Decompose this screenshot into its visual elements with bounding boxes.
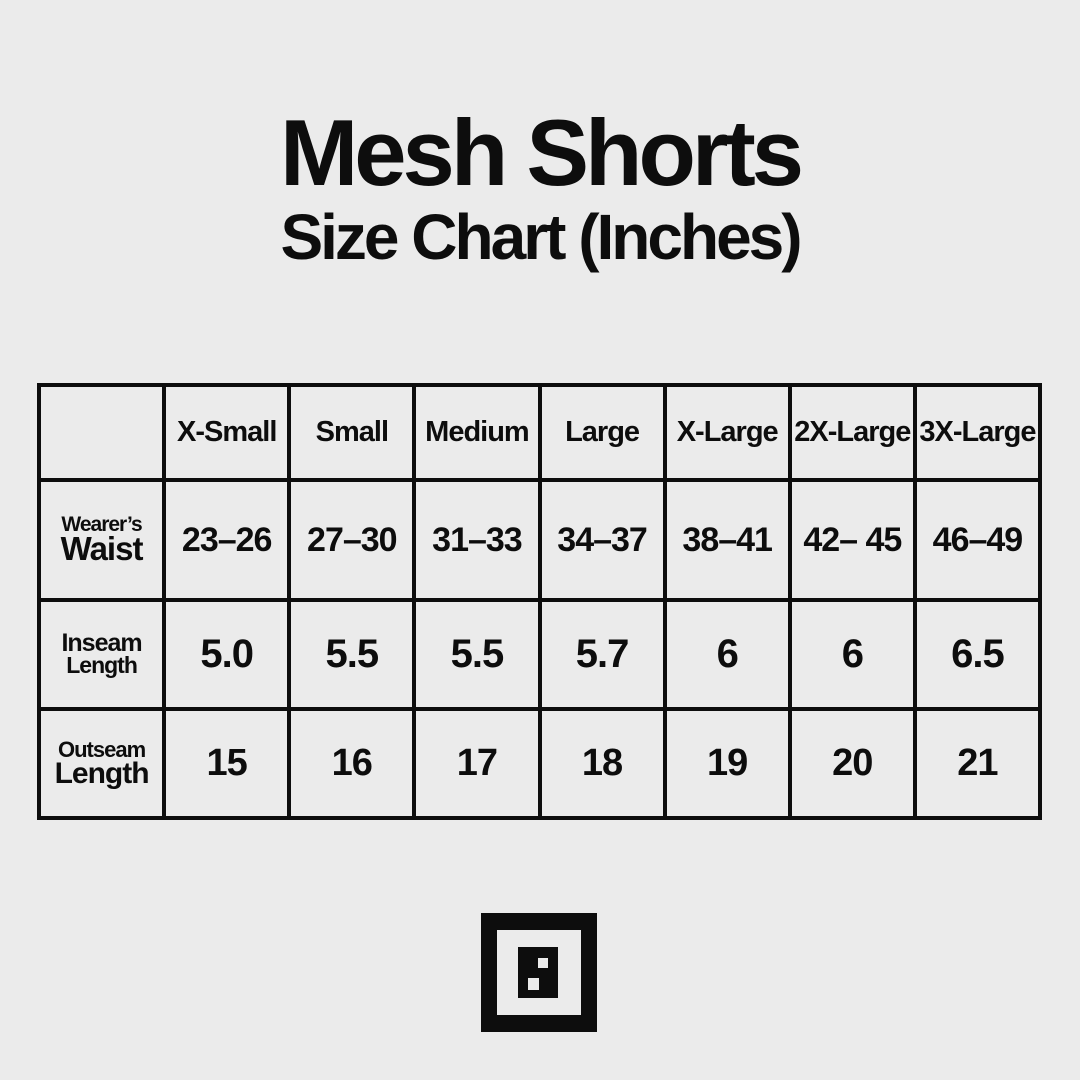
row-header-line1: Wearer’s [61, 513, 142, 537]
size-chart-table: X-Small Small Medium Large X-Large 2X-La… [37, 383, 1042, 820]
row-header-line2: Waist [60, 530, 144, 568]
column-header-x-large: X-Large [666, 387, 788, 478]
value-cell: 21 [916, 711, 1038, 816]
column-header-large: Large [541, 387, 663, 478]
column-header-x-small: X-Small [166, 387, 288, 478]
value-cell: 16 [291, 711, 413, 816]
brand-logo-s-icon [481, 913, 597, 1032]
brand-logo [481, 913, 597, 1032]
page-subtitle: Size Chart (Inches) [280, 201, 802, 274]
row-header-line2: Length [66, 652, 138, 679]
column-header-2x-large: 2X-Large [791, 387, 913, 478]
value-cell: 20 [791, 711, 913, 816]
value-cell: 19 [666, 711, 788, 816]
row-header-wearers-waist: Wearer’s Waist [41, 482, 163, 598]
value-cell: 5.7 [541, 602, 663, 707]
column-header-blank [41, 387, 163, 478]
value-cell: 15 [166, 711, 288, 816]
value-cell: 6.5 [916, 602, 1038, 707]
column-header-3x-large: 3X-Large [916, 387, 1038, 478]
value-cell: 42– 45 [791, 482, 913, 598]
value-cell: 23–26 [166, 482, 288, 598]
value-cell: 31–33 [416, 482, 538, 598]
value-cell: 34–37 [541, 482, 663, 598]
row-header-line2: Length [54, 756, 150, 790]
value-cell: 18 [541, 711, 663, 816]
header: Mesh Shorts Size Chart (Inches) [0, 100, 1080, 274]
column-header-medium: Medium [416, 387, 538, 478]
value-cell: 5.5 [416, 602, 538, 707]
value-cell: 5.0 [166, 602, 288, 707]
value-cell: 6 [791, 602, 913, 707]
value-cell: 17 [416, 711, 538, 816]
row-header-line1: Outseam [57, 736, 146, 762]
row-header-inseam-length: Inseam Length [41, 602, 163, 707]
value-cell: 5.5 [291, 602, 413, 707]
row-header-outseam-length: Outseam Length [41, 711, 163, 816]
page-title: Mesh Shorts [279, 100, 804, 205]
value-cell: 27–30 [291, 482, 413, 598]
row-header-line1: Inseam [61, 629, 142, 658]
value-cell: 38–41 [666, 482, 788, 598]
value-cell: 46–49 [916, 482, 1038, 598]
column-header-small: Small [291, 387, 413, 478]
value-cell: 6 [666, 602, 788, 707]
